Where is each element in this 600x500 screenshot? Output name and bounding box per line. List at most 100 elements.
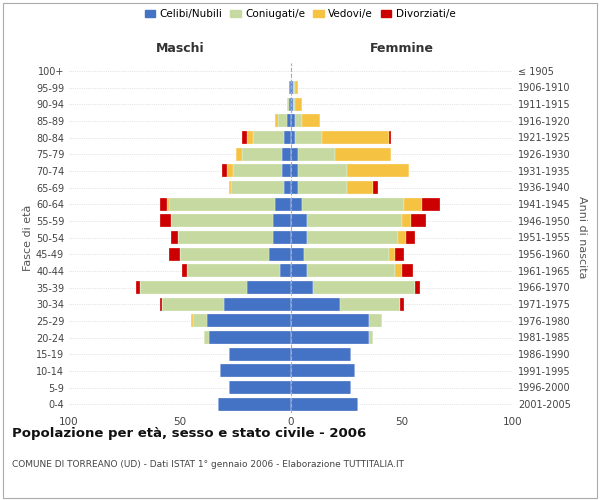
- Bar: [368, 331, 373, 344]
- Bar: [295, 98, 302, 110]
- Bar: [233, 164, 282, 177]
- Bar: [415, 281, 420, 294]
- Bar: [291, 98, 293, 110]
- Bar: [282, 164, 291, 177]
- Bar: [402, 214, 411, 228]
- Bar: [291, 131, 295, 144]
- Bar: [140, 281, 247, 294]
- Bar: [335, 148, 391, 160]
- Bar: [275, 198, 291, 210]
- Bar: [291, 114, 295, 128]
- Bar: [291, 264, 307, 278]
- Bar: [229, 181, 231, 194]
- Bar: [229, 348, 291, 360]
- Bar: [160, 298, 162, 310]
- Bar: [389, 248, 395, 260]
- Bar: [406, 231, 415, 244]
- Bar: [191, 314, 193, 328]
- Bar: [282, 148, 291, 160]
- Bar: [218, 398, 291, 410]
- Bar: [402, 264, 413, 278]
- Bar: [160, 214, 171, 228]
- Bar: [169, 248, 180, 260]
- Bar: [291, 148, 298, 160]
- Bar: [291, 181, 298, 194]
- Bar: [373, 181, 377, 194]
- Bar: [304, 248, 389, 260]
- Bar: [291, 81, 293, 94]
- Bar: [136, 281, 140, 294]
- Bar: [231, 181, 284, 194]
- Bar: [222, 164, 227, 177]
- Bar: [287, 114, 291, 128]
- Bar: [206, 314, 291, 328]
- Bar: [182, 264, 187, 278]
- Bar: [293, 81, 295, 94]
- Bar: [275, 114, 278, 128]
- Bar: [242, 148, 282, 160]
- Bar: [205, 331, 209, 344]
- Bar: [295, 131, 322, 144]
- Bar: [291, 214, 307, 228]
- Bar: [411, 214, 427, 228]
- Bar: [167, 198, 169, 210]
- Bar: [322, 131, 389, 144]
- Bar: [307, 214, 402, 228]
- Legend: Celibi/Nubili, Coniugati/e, Vedovi/e, Divorziati/e: Celibi/Nubili, Coniugati/e, Vedovi/e, Di…: [140, 5, 460, 24]
- Bar: [289, 98, 291, 110]
- Bar: [169, 198, 275, 210]
- Bar: [291, 364, 355, 378]
- Bar: [400, 298, 404, 310]
- Bar: [347, 164, 409, 177]
- Bar: [291, 331, 368, 344]
- Bar: [291, 231, 307, 244]
- Y-axis label: Anni di nascita: Anni di nascita: [577, 196, 587, 278]
- Bar: [284, 131, 291, 144]
- Bar: [340, 298, 400, 310]
- Bar: [291, 348, 351, 360]
- Text: Femmine: Femmine: [370, 42, 434, 55]
- Bar: [289, 81, 291, 94]
- Bar: [404, 198, 422, 210]
- Bar: [193, 314, 206, 328]
- Bar: [307, 231, 398, 244]
- Bar: [220, 364, 291, 378]
- Bar: [291, 248, 304, 260]
- Bar: [295, 114, 302, 128]
- Bar: [247, 131, 253, 144]
- Bar: [302, 114, 320, 128]
- Bar: [291, 281, 313, 294]
- Bar: [269, 248, 291, 260]
- Bar: [242, 131, 247, 144]
- Y-axis label: Fasce di età: Fasce di età: [23, 204, 33, 270]
- Bar: [313, 281, 415, 294]
- Bar: [307, 264, 395, 278]
- Bar: [278, 114, 287, 128]
- Bar: [178, 231, 273, 244]
- Bar: [253, 131, 284, 144]
- Bar: [291, 314, 368, 328]
- Bar: [171, 231, 178, 244]
- Bar: [291, 164, 298, 177]
- Bar: [298, 148, 335, 160]
- Bar: [180, 248, 269, 260]
- Bar: [273, 231, 291, 244]
- Bar: [395, 248, 404, 260]
- Bar: [368, 314, 382, 328]
- Bar: [229, 381, 291, 394]
- Bar: [295, 81, 298, 94]
- Bar: [298, 181, 347, 194]
- Bar: [247, 281, 291, 294]
- Bar: [347, 181, 373, 194]
- Bar: [187, 264, 280, 278]
- Bar: [209, 331, 291, 344]
- Bar: [291, 398, 358, 410]
- Bar: [280, 264, 291, 278]
- Bar: [398, 231, 406, 244]
- Bar: [287, 98, 289, 110]
- Bar: [273, 214, 291, 228]
- Bar: [171, 214, 273, 228]
- Bar: [284, 181, 291, 194]
- Bar: [293, 98, 295, 110]
- Bar: [291, 381, 351, 394]
